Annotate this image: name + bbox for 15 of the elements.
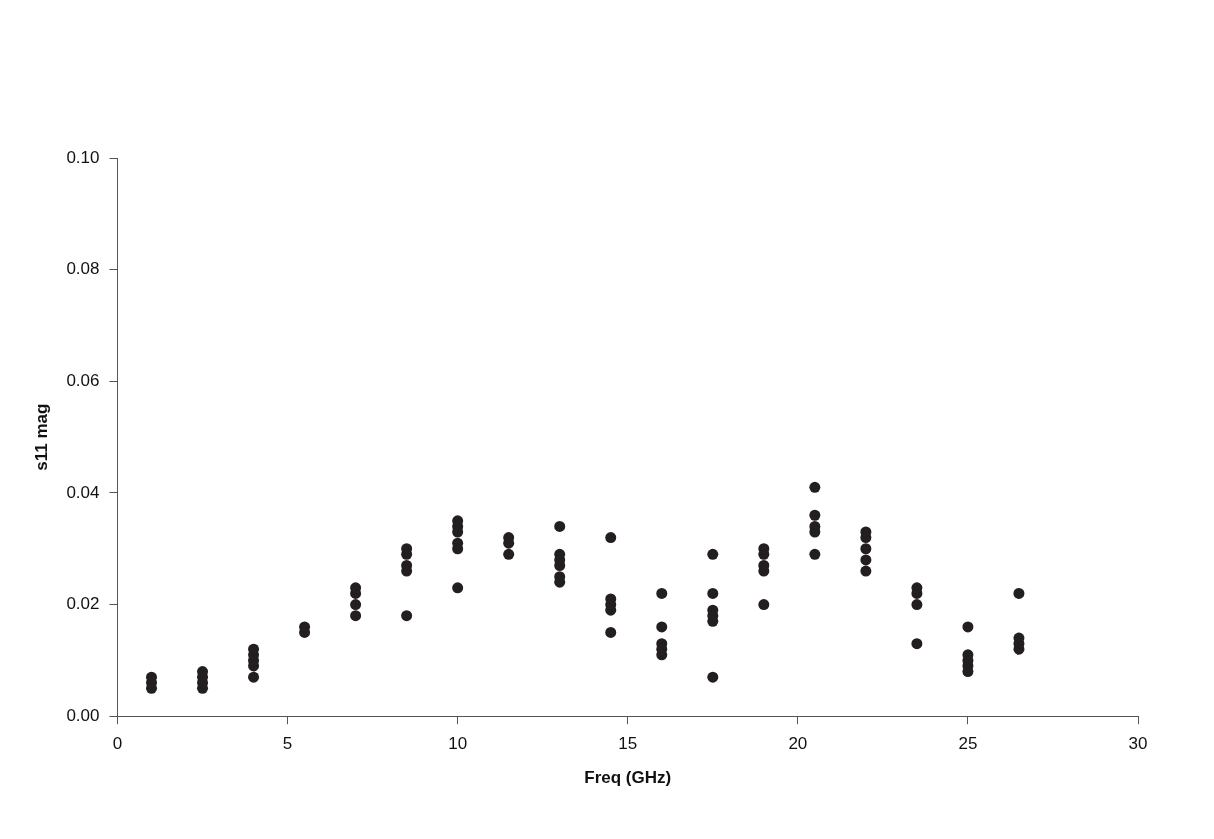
y-tick-label: 0.04 [66,482,100,502]
x-tick-label: 25 [958,734,978,754]
y-tick-label: 0.10 [66,147,100,167]
y-tick-label: 0.00 [66,705,100,725]
x-tick-label: 15 [618,734,638,754]
x-axis-title: Freq (GHz) [584,768,672,788]
x-tick-label: 20 [788,734,808,754]
x-tick-label: 5 [282,734,293,754]
x-tick-label: 30 [1128,734,1148,754]
y-tick-label: 0.06 [66,370,100,390]
x-tick-label: 10 [448,734,468,754]
y-tick-label: 0.02 [66,594,100,614]
x-tick-label: 0 [112,734,123,754]
y-axis-title: s11 mag [31,403,51,471]
y-tick-label: 0.08 [66,259,100,279]
